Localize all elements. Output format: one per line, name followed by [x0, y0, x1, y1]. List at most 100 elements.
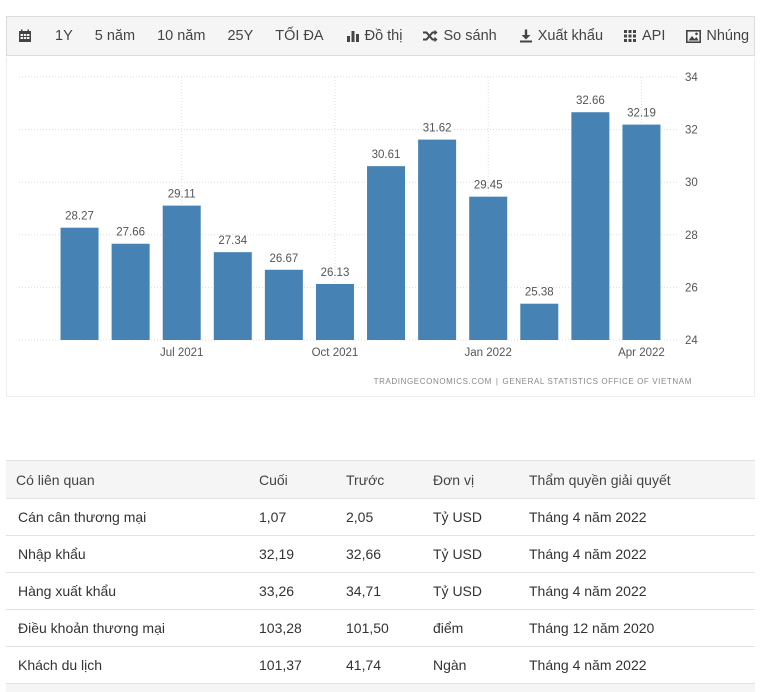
bar — [162, 205, 201, 340]
x-tick-label: Jul 2021 — [160, 347, 203, 359]
bar-value-label: 30.61 — [372, 149, 401, 161]
bar-value-label: 32.66 — [576, 95, 605, 107]
grid-icon — [623, 29, 637, 43]
range-1y-label: 1Y — [55, 28, 73, 44]
x-tick-label: Jan 2022 — [465, 347, 512, 359]
source-separator: | — [495, 377, 499, 386]
bar-value-label: 26.67 — [269, 253, 298, 265]
source-right: GENERAL STATISTICS OFFICE OF VIETNAM — [502, 377, 692, 386]
row-unit: điểm — [433, 609, 529, 647]
chart-type-button[interactable]: Đồ thị — [346, 28, 403, 44]
bar — [315, 283, 354, 340]
y-tick-label: 24 — [685, 335, 698, 347]
table-row: Cán cân thương mại 1,07 2,05 Tỷ USD Thán… — [6, 498, 755, 536]
row-last: 32,19 — [259, 535, 346, 573]
row-reference: Tháng 4 năm 2022 — [529, 646, 755, 684]
chart-type-label: Đồ thị — [364, 28, 403, 44]
bar-value-label: 27.66 — [116, 227, 145, 239]
range-25y-button[interactable]: 25Y — [227, 28, 253, 44]
row-last: 1,07 — [259, 498, 346, 536]
bar-value-label: 29.11 — [168, 189, 196, 201]
related-table: Có liên quan Cuối Trước Đơn vị Thẩm quyề… — [6, 460, 755, 692]
bar — [367, 166, 406, 340]
row-unit: Tỷ USD — [433, 572, 529, 610]
range-max-label: TỐI ĐA — [275, 28, 324, 44]
y-tick-label: 28 — [685, 230, 698, 242]
row-last: 101,37 — [259, 646, 346, 684]
table-row: Hàng xuất khẩu 33,26 34,71 Tỷ USD Tháng … — [6, 572, 755, 610]
bar-value-label: 26.13 — [321, 267, 350, 279]
bar — [60, 227, 99, 340]
bar — [571, 112, 610, 340]
shuffle-icon — [422, 29, 438, 43]
filler-cell — [6, 683, 755, 692]
bar — [418, 139, 457, 340]
row-name-link[interactable]: Điều khoản thương mại — [6, 609, 259, 647]
row-previous: 34,71 — [346, 572, 433, 610]
range-1y-button[interactable]: 1Y — [55, 28, 73, 44]
row-previous: 2,05 — [346, 498, 433, 536]
x-tick-label: Apr 2022 — [618, 347, 665, 359]
chart-source: TRADINGECONOMICS.COM | GENERAL STATISTICS … — [374, 377, 692, 386]
range-5y-button[interactable]: 5 năm — [95, 28, 135, 44]
compare-button[interactable]: So sánh — [422, 28, 497, 44]
chart-panel: 28.27 27.66 29.11 27.34 26.67 26.13 30.61 31.62… — [6, 57, 755, 397]
y-tick-label: 34 — [685, 72, 698, 84]
table-header-row: Có liên quan Cuối Trước Đơn vị Thẩm quyề… — [6, 460, 755, 499]
embed-label: Nhúng — [706, 28, 750, 44]
embed-button[interactable]: Nhúng — [686, 28, 749, 44]
range-10y-label: 10 năm — [157, 28, 206, 44]
calendar-icon — [18, 29, 32, 43]
row-previous: 32,66 — [346, 535, 433, 573]
row-name-link[interactable]: Cán cân thương mại — [6, 498, 259, 536]
bar — [520, 303, 559, 340]
row-name-link[interactable]: Nhập khẩu — [6, 535, 259, 573]
row-previous: 41,74 — [346, 646, 433, 684]
bar — [213, 252, 252, 340]
bar-value-label: 25.38 — [525, 287, 554, 299]
range-5y-label: 5 năm — [94, 28, 136, 44]
header-related: Có liên quan — [6, 460, 259, 499]
y-tick-label: 30 — [685, 177, 698, 189]
bar-value-label: 27.34 — [218, 235, 247, 247]
bar-value-label: 29.45 — [474, 180, 503, 192]
range-10y-button[interactable]: 10 năm — [157, 28, 205, 44]
bar-value-label: 28.27 — [65, 211, 94, 223]
bar — [111, 243, 150, 340]
row-last: 103,28 — [259, 609, 346, 647]
export-button[interactable]: Xuất khẩu — [519, 28, 603, 44]
row-name-link[interactable]: Hàng xuất khẩu — [6, 572, 259, 610]
y-tick-label: 26 — [685, 282, 698, 294]
range-25y-label: 25Y — [227, 28, 254, 44]
bar — [469, 196, 508, 340]
download-icon — [519, 29, 533, 43]
bar — [264, 269, 303, 340]
header-unit: Đơn vị — [433, 460, 529, 499]
table-row: Khách du lịch 101,37 41,74 Ngàn Tháng 4 … — [6, 646, 755, 684]
bar-chart-icon — [346, 29, 360, 43]
row-previous: 101,50 — [346, 609, 433, 647]
x-tick-label: Oct 2021 — [312, 347, 359, 359]
compare-label: So sánh — [443, 28, 497, 44]
api-button[interactable]: API — [623, 28, 665, 44]
calendar-button[interactable] — [18, 29, 32, 43]
table-row: Nhập khẩu 32,19 32,66 Tỷ USD Tháng 4 năm… — [6, 535, 755, 573]
row-reference: Tháng 4 năm 2022 — [529, 498, 755, 536]
bar-value-label: 31.62 — [423, 123, 452, 135]
range-max-button[interactable]: TỐI ĐA — [275, 28, 323, 44]
row-reference: Tháng 4 năm 2022 — [529, 572, 755, 610]
row-unit: Tỷ USD — [433, 498, 529, 536]
source-left[interactable]: TRADINGECONOMICS.COM — [373, 377, 492, 386]
api-label: API — [642, 28, 666, 44]
image-icon — [686, 29, 702, 43]
table-row: Điều khoản thương mại 103,28 101,50 điểm… — [6, 609, 755, 647]
bar-value-label: 32.19 — [627, 108, 656, 120]
row-reference: Tháng 4 năm 2022 — [529, 535, 755, 573]
row-name-link[interactable]: Khách du lịch — [6, 646, 259, 684]
row-unit: Tỷ USD — [433, 535, 529, 573]
table-filler-row — [6, 683, 755, 692]
header-previous: Trước — [346, 460, 433, 499]
header-last: Cuối — [259, 460, 346, 499]
header-reference: Thẩm quyền giải quyết — [529, 460, 755, 499]
y-tick-label: 32 — [685, 125, 698, 137]
